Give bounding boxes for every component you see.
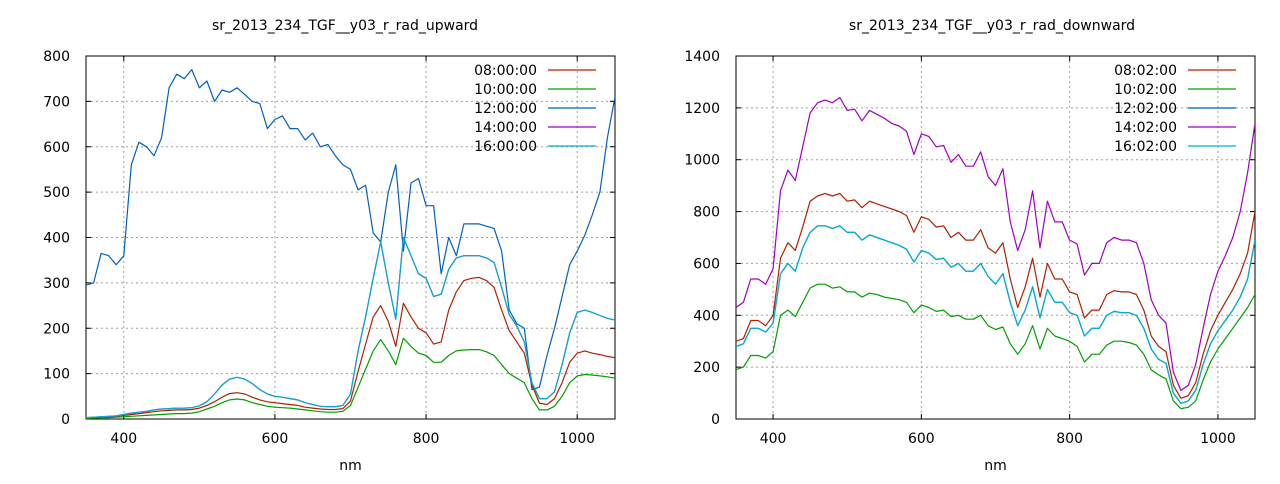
- legend-label: 12:00:00: [474, 101, 537, 117]
- legend-label: 08:02:00: [1114, 63, 1177, 79]
- y-tick-label: 200: [43, 321, 70, 337]
- y-tick-label: 1000: [684, 153, 720, 169]
- series-line-160000: [86, 238, 615, 418]
- series-line-100200: [736, 284, 1255, 408]
- series-line-100000: [86, 338, 615, 418]
- series-line-140200: [736, 98, 1255, 391]
- legend-label: 08:00:00: [474, 63, 537, 79]
- y-tick-label: 1200: [684, 101, 720, 117]
- legend-label: 14:02:00: [1114, 120, 1177, 136]
- y-tick-label: 400: [43, 231, 70, 247]
- x-tick-label: 400: [110, 431, 137, 447]
- y-tick-label: 600: [43, 140, 70, 156]
- x-axis-label: nm: [984, 458, 1007, 474]
- x-tick-label: 800: [413, 431, 440, 447]
- y-tick-label: 200: [693, 360, 720, 376]
- legend-label: 16:02:00: [1114, 139, 1177, 155]
- y-tick-label: 700: [43, 94, 70, 110]
- legend-label: 10:02:00: [1114, 82, 1177, 98]
- y-tick-label: 0: [711, 412, 720, 428]
- downward-chart-panel: sr_2013_234_TGF__y03_r_rad_downward 0 200 4…: [640, 0, 1280, 480]
- x-tick-label: 400: [760, 431, 787, 447]
- y-tick-label: 800: [693, 205, 720, 221]
- y-tick-label: 800: [43, 49, 70, 65]
- legend-label: 12:02:00: [1114, 101, 1177, 117]
- y-tick-label: 0: [61, 412, 70, 428]
- y-tick-label: 300: [43, 276, 70, 292]
- chart-title: sr_2013_234_TGF__y03_r_rad_downward: [849, 18, 1135, 34]
- x-tick-label: 600: [262, 431, 289, 447]
- y-tick-label: 1400: [684, 49, 720, 65]
- y-tick-label: 400: [693, 308, 720, 324]
- y-tick-label: 100: [43, 367, 70, 383]
- legend-label: 10:00:00: [474, 82, 537, 98]
- x-tick-label: 1000: [559, 431, 595, 447]
- legend-label: 16:00:00: [474, 139, 537, 155]
- x-tick-label: 800: [1056, 431, 1083, 447]
- chart-title: sr_2013_234_TGF__y03_r_rad_upward: [212, 18, 478, 34]
- y-tick-label: 500: [43, 185, 70, 201]
- downward-chart: sr_2013_234_TGF__y03_r_rad_downward 0 200 4…: [640, 0, 1280, 480]
- x-axis-label: nm: [339, 458, 362, 474]
- legend-label: 14:00:00: [474, 120, 537, 136]
- y-tick-label: 600: [693, 256, 720, 272]
- upward-chart: sr_2013_234_TGF__y03_r_rad_upward 0 100 200…: [0, 0, 640, 480]
- series-line-080000: [86, 277, 615, 418]
- plot-frame: [736, 56, 1255, 419]
- upward-chart-panel: sr_2013_234_TGF__y03_r_rad_upward 0 100 200…: [0, 0, 640, 480]
- x-tick-label: 600: [908, 431, 935, 447]
- x-tick-label: 1000: [1200, 431, 1236, 447]
- series-line-120000: [86, 70, 615, 390]
